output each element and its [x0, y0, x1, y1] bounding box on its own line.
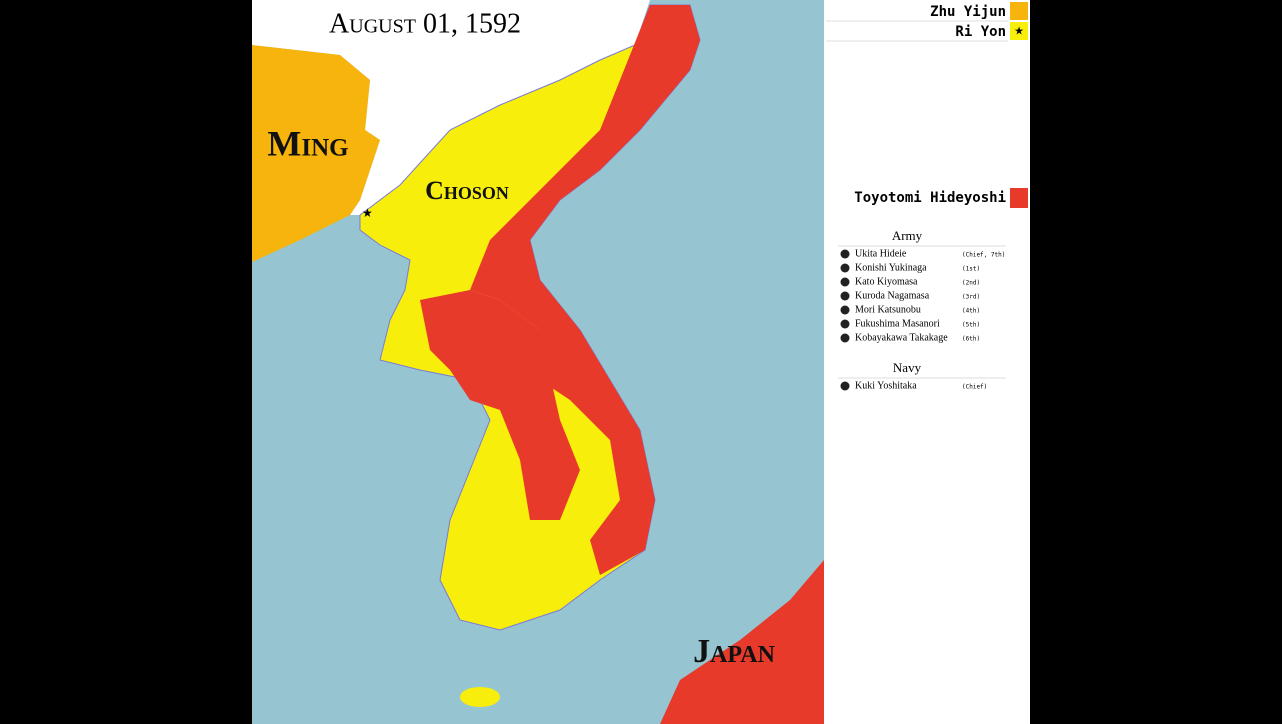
commander-name: Kobayakawa Takakage: [855, 332, 948, 343]
commander-name: Kuki Yoshitaka: [855, 380, 917, 391]
commander-name: Mori Katsunobu: [855, 304, 921, 315]
faction-flag: [1010, 188, 1028, 208]
leader-star: ★: [1014, 26, 1024, 38]
japanese-occupation: [420, 290, 580, 520]
commander-crest: [840, 305, 850, 315]
commander-crest: [840, 263, 850, 273]
commander-name: Kuroda Nagamasa: [855, 290, 930, 301]
commander-rank: (3rd): [962, 294, 980, 301]
side-panel: [824, 0, 1030, 724]
commander-name: Kato Kiyomasa: [855, 276, 918, 287]
commander-rank: (6th): [962, 336, 980, 343]
date-box: [303, 4, 547, 44]
japanese-occupation: [470, 5, 700, 575]
map-label: Ming: [267, 123, 348, 163]
leader-flag: [1010, 22, 1028, 40]
leader-name: Ri Yon: [955, 24, 1006, 40]
map-label: Choson: [425, 176, 509, 205]
commander-crest: [840, 291, 850, 301]
leader-flag: [1010, 2, 1028, 20]
northern-land: [252, 0, 650, 215]
commander-crest: [840, 333, 850, 343]
faction-name: Toyotomi Hideyoshi: [854, 190, 1006, 206]
map-label: Japan: [693, 633, 776, 670]
commander-name: Konishi Yukinaga: [855, 262, 927, 273]
commander-rank: (5th): [962, 322, 980, 329]
commander-rank: (1st): [962, 266, 980, 273]
commander-rank: (2nd): [962, 280, 980, 287]
commander-crest: [840, 249, 850, 259]
commander-name: Ukita Hideie: [855, 248, 907, 259]
date-title: August 01, 1592: [329, 8, 521, 39]
ming-territory: [252, 45, 380, 262]
commander-crest: [840, 277, 850, 287]
section-title: Navy: [893, 360, 922, 375]
commander-rank: (4th): [962, 308, 980, 315]
commander-rank: (Chief): [962, 384, 987, 391]
section-title: Army: [892, 228, 923, 243]
commander-rank: (Chief, 7th): [962, 252, 1005, 259]
commander-name: Fukushima Masanori: [855, 318, 940, 329]
commander-crest: [840, 381, 850, 391]
leader-name: Zhu Yijun: [930, 4, 1006, 20]
jeju-island: [460, 687, 500, 707]
commander-crest: [840, 319, 850, 329]
japan-land: [660, 560, 824, 724]
capital-star: ★: [362, 206, 373, 220]
